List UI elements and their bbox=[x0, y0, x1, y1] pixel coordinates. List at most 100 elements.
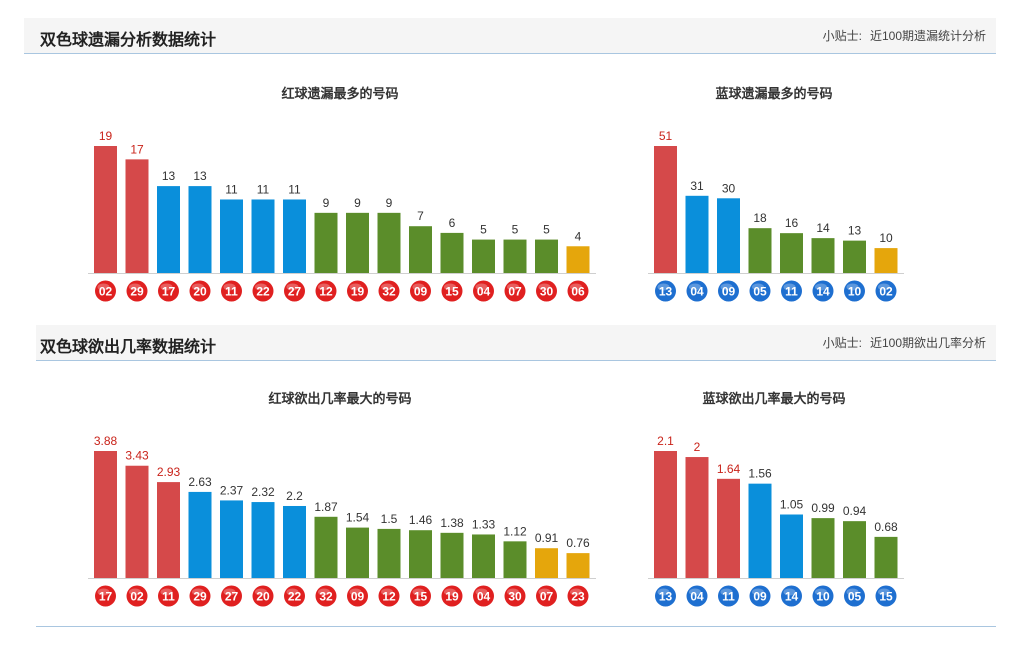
number-ball: 12 bbox=[378, 585, 400, 607]
tick-label: 22 bbox=[256, 285, 270, 299]
data-label: 51 bbox=[659, 129, 673, 143]
ball-highlight bbox=[538, 283, 551, 291]
section-header-probability: 双色球欲出几率数据统计 小贴士: 近100期欲出几率分析 bbox=[36, 325, 996, 361]
ball-highlight bbox=[349, 588, 362, 596]
chart-title: 蓝球遗漏最多的号码 bbox=[715, 86, 832, 101]
number-ball: 12 bbox=[315, 280, 337, 302]
number-ball: 15 bbox=[875, 585, 897, 607]
bar bbox=[157, 482, 180, 578]
bar bbox=[440, 532, 464, 578]
bar bbox=[472, 534, 495, 578]
data-label: 16 bbox=[785, 216, 799, 230]
data-label: 0.99 bbox=[811, 501, 835, 515]
tick-label: 15 bbox=[879, 590, 893, 604]
number-ball: 29 bbox=[126, 280, 148, 302]
section-tip: 小贴士: 近100期遗漏统计分析 bbox=[823, 27, 986, 44]
ball-circle bbox=[378, 280, 400, 302]
number-ball: 17 bbox=[95, 585, 116, 607]
tick-label: 09 bbox=[753, 590, 767, 604]
ball-circle bbox=[347, 585, 368, 607]
bar bbox=[503, 239, 527, 273]
bar bbox=[283, 199, 306, 273]
number-ball: 11 bbox=[221, 280, 242, 302]
number-ball: 13 bbox=[655, 585, 676, 607]
number-ball: 09 bbox=[718, 280, 739, 302]
ball-circle bbox=[749, 280, 771, 302]
ball-highlight bbox=[286, 588, 299, 596]
data-label: 1.54 bbox=[346, 511, 370, 525]
data-label: 18 bbox=[753, 211, 767, 225]
tick-label: 15 bbox=[414, 590, 428, 604]
data-label: 11 bbox=[225, 182, 238, 196]
number-ball: 19 bbox=[347, 280, 368, 302]
bar bbox=[780, 233, 803, 273]
number-ball: 11 bbox=[781, 280, 802, 302]
ball-highlight bbox=[255, 283, 267, 291]
ball-circle bbox=[686, 280, 708, 302]
section-title: 双色球欲出几率数据统计 bbox=[40, 339, 217, 356]
ball-circle bbox=[158, 585, 179, 607]
ball-circle bbox=[812, 280, 834, 302]
ball-highlight bbox=[815, 588, 827, 596]
bar bbox=[94, 451, 117, 578]
number-ball: 30 bbox=[536, 280, 557, 302]
ball-circle bbox=[126, 585, 148, 607]
ball-highlight bbox=[570, 283, 582, 291]
ball-circle bbox=[655, 280, 676, 302]
bar bbox=[251, 502, 275, 578]
tick-label: 17 bbox=[99, 590, 113, 604]
number-ball: 04 bbox=[686, 280, 708, 302]
bar bbox=[188, 186, 212, 273]
ball-highlight bbox=[878, 283, 890, 291]
ball-circle bbox=[875, 585, 897, 607]
tick-label: 04 bbox=[477, 590, 491, 604]
number-ball: 32 bbox=[378, 280, 400, 302]
data-label: 1.33 bbox=[472, 517, 496, 531]
tick-label: 14 bbox=[785, 590, 799, 604]
ball-circle bbox=[536, 280, 557, 302]
ball-highlight bbox=[255, 588, 267, 596]
data-label: 3.43 bbox=[125, 449, 149, 463]
ball-highlight bbox=[192, 588, 204, 596]
ball-circle bbox=[749, 585, 771, 607]
data-label: 4 bbox=[575, 229, 582, 243]
tick-label: 13 bbox=[659, 590, 673, 604]
data-label: 1.05 bbox=[780, 498, 804, 512]
bar bbox=[566, 553, 590, 578]
ball-highlight bbox=[97, 588, 110, 596]
number-ball: 13 bbox=[655, 280, 676, 302]
data-label: 30 bbox=[722, 181, 736, 195]
number-ball: 29 bbox=[189, 585, 211, 607]
bar bbox=[843, 240, 866, 273]
bottom-divider bbox=[36, 626, 996, 627]
ball-highlight bbox=[720, 588, 733, 596]
tick-label: 07 bbox=[540, 590, 554, 604]
data-label: 31 bbox=[690, 179, 704, 193]
data-label: 9 bbox=[386, 196, 393, 210]
tip-label: 小贴士: bbox=[822, 29, 862, 43]
number-ball: 15 bbox=[441, 280, 463, 302]
ball-highlight bbox=[318, 283, 330, 291]
bar bbox=[377, 528, 401, 578]
data-label: 3.88 bbox=[94, 434, 118, 448]
ball-circle bbox=[315, 280, 337, 302]
number-ball: 32 bbox=[315, 585, 337, 607]
number-ball: 10 bbox=[812, 585, 834, 607]
tick-label: 07 bbox=[508, 285, 522, 299]
data-label: 2.63 bbox=[188, 475, 212, 489]
tick-label: 12 bbox=[319, 285, 333, 299]
ball-circle bbox=[95, 280, 116, 302]
ball-highlight bbox=[689, 588, 701, 596]
tick-label: 02 bbox=[130, 590, 144, 604]
data-label: 2.37 bbox=[220, 483, 244, 497]
ball-circle bbox=[567, 280, 589, 302]
ball-highlight bbox=[160, 283, 173, 291]
tick-label: 14 bbox=[816, 285, 830, 299]
tick-label: 06 bbox=[571, 285, 585, 299]
tick-label: 10 bbox=[848, 285, 862, 299]
data-label: 5 bbox=[543, 223, 550, 237]
data-label: 13 bbox=[193, 169, 207, 183]
ball-circle bbox=[655, 585, 676, 607]
data-label: 1.46 bbox=[409, 513, 433, 527]
bar bbox=[535, 548, 558, 578]
